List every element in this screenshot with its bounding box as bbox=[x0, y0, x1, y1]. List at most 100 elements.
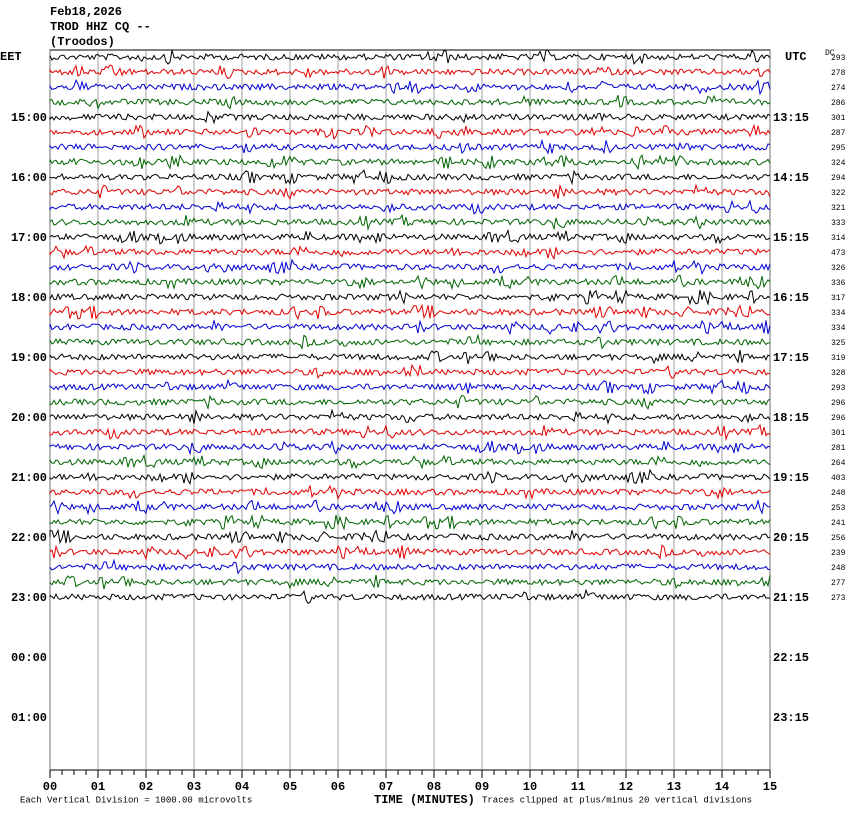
x-tick-label: 15 bbox=[763, 780, 777, 794]
right-time: 15:15 bbox=[773, 231, 809, 245]
trace bbox=[49, 423, 771, 441]
dc-value: 287 bbox=[831, 129, 846, 138]
left-time: 17:00 bbox=[11, 231, 47, 245]
trace bbox=[49, 288, 771, 306]
dc-value: 286 bbox=[831, 99, 846, 108]
dc-value: 256 bbox=[831, 534, 846, 543]
x-tick-label: 03 bbox=[187, 780, 201, 794]
trace bbox=[49, 213, 771, 231]
x-tick-label: 04 bbox=[235, 780, 249, 794]
left-time: 18:00 bbox=[11, 291, 47, 305]
trace bbox=[49, 544, 771, 561]
x-tick-label: 06 bbox=[331, 780, 345, 794]
x-tick-label: 08 bbox=[427, 780, 441, 794]
dc-value: 294 bbox=[831, 174, 846, 183]
right-time: 19:15 bbox=[773, 471, 809, 485]
trace bbox=[49, 183, 771, 200]
trace bbox=[49, 453, 771, 470]
trace bbox=[49, 468, 771, 486]
trace bbox=[49, 244, 771, 261]
dc-value: 296 bbox=[831, 414, 846, 423]
dc-value: 248 bbox=[831, 489, 846, 498]
right-time: 14:15 bbox=[773, 171, 809, 185]
left-time: 23:00 bbox=[11, 591, 47, 605]
trace bbox=[49, 574, 771, 590]
x-tick-label: 07 bbox=[379, 780, 393, 794]
dc-value: 253 bbox=[831, 504, 846, 513]
dc-value: 293 bbox=[831, 384, 846, 393]
location: (Troodos) bbox=[50, 35, 115, 49]
dc-value: 314 bbox=[831, 234, 846, 243]
trace bbox=[49, 394, 771, 411]
dc-value: 241 bbox=[831, 519, 846, 528]
dc-value: 334 bbox=[831, 324, 846, 333]
date: Feb18,2026 bbox=[50, 5, 122, 19]
x-tick-label: 02 bbox=[139, 780, 153, 794]
right-zone: UTC bbox=[785, 50, 807, 64]
trace bbox=[49, 528, 771, 545]
trace bbox=[49, 439, 771, 456]
dc-value: 336 bbox=[831, 279, 846, 288]
x-tick-label: 12 bbox=[619, 780, 633, 794]
x-tick-label: 14 bbox=[715, 780, 729, 794]
trace bbox=[49, 514, 771, 531]
dc-value: 325 bbox=[831, 339, 846, 348]
dc-value: 239 bbox=[831, 549, 846, 558]
dc-value: 328 bbox=[831, 369, 846, 378]
trace bbox=[49, 363, 771, 380]
x-tick-label: 00 bbox=[43, 780, 57, 794]
right-time: 22:15 bbox=[773, 651, 809, 665]
left-time: 00:00 bbox=[11, 651, 47, 665]
left-time: 19:00 bbox=[11, 351, 47, 365]
left-zone: EET bbox=[0, 50, 22, 64]
trace bbox=[49, 588, 771, 604]
dc-value: 334 bbox=[831, 309, 846, 318]
trace bbox=[49, 258, 771, 276]
right-time: 18:15 bbox=[773, 411, 809, 425]
dc-value: 301 bbox=[831, 114, 846, 123]
dc-value: 296 bbox=[831, 399, 846, 408]
x-tick-label: 09 bbox=[475, 780, 489, 794]
trace bbox=[49, 138, 771, 155]
right-time: 20:15 bbox=[773, 531, 809, 545]
trace bbox=[49, 49, 771, 66]
trace bbox=[49, 78, 771, 96]
dc-value: 322 bbox=[831, 189, 846, 198]
right-time: 13:15 bbox=[773, 111, 809, 125]
trace bbox=[49, 199, 771, 215]
trace bbox=[49, 303, 771, 321]
dc-value: 293 bbox=[831, 54, 846, 63]
trace bbox=[49, 349, 771, 365]
dc-value: 274 bbox=[831, 84, 846, 93]
dc-value: 277 bbox=[831, 579, 846, 588]
x-title: TIME (MINUTES) bbox=[374, 793, 475, 807]
station: TROD HHZ CQ -- bbox=[50, 20, 151, 34]
dc-value: 278 bbox=[831, 69, 846, 78]
dc-value: 403 bbox=[831, 474, 846, 483]
dc-value: 281 bbox=[831, 444, 846, 453]
trace bbox=[49, 274, 771, 291]
dc-label: DC bbox=[825, 49, 835, 58]
dc-value: 273 bbox=[831, 594, 846, 603]
right-time: 21:15 bbox=[773, 591, 809, 605]
dc-value: 248 bbox=[831, 564, 846, 573]
right-time: 23:15 bbox=[773, 711, 809, 725]
dc-value: 295 bbox=[831, 144, 846, 153]
trace bbox=[49, 408, 771, 425]
dc-value: 473 bbox=[831, 249, 846, 258]
left-time: 20:00 bbox=[11, 411, 47, 425]
trace bbox=[49, 228, 771, 245]
trace bbox=[49, 378, 771, 396]
left-time: 22:00 bbox=[11, 531, 47, 545]
trace bbox=[49, 484, 771, 501]
dc-value: 333 bbox=[831, 219, 846, 228]
plot-frame bbox=[49, 49, 771, 771]
dc-value: 317 bbox=[831, 294, 846, 303]
trace bbox=[49, 94, 771, 111]
x-tick-label: 05 bbox=[283, 780, 297, 794]
trace bbox=[49, 333, 771, 350]
dc-value: 321 bbox=[831, 204, 846, 213]
x-tick-label: 10 bbox=[523, 780, 537, 794]
